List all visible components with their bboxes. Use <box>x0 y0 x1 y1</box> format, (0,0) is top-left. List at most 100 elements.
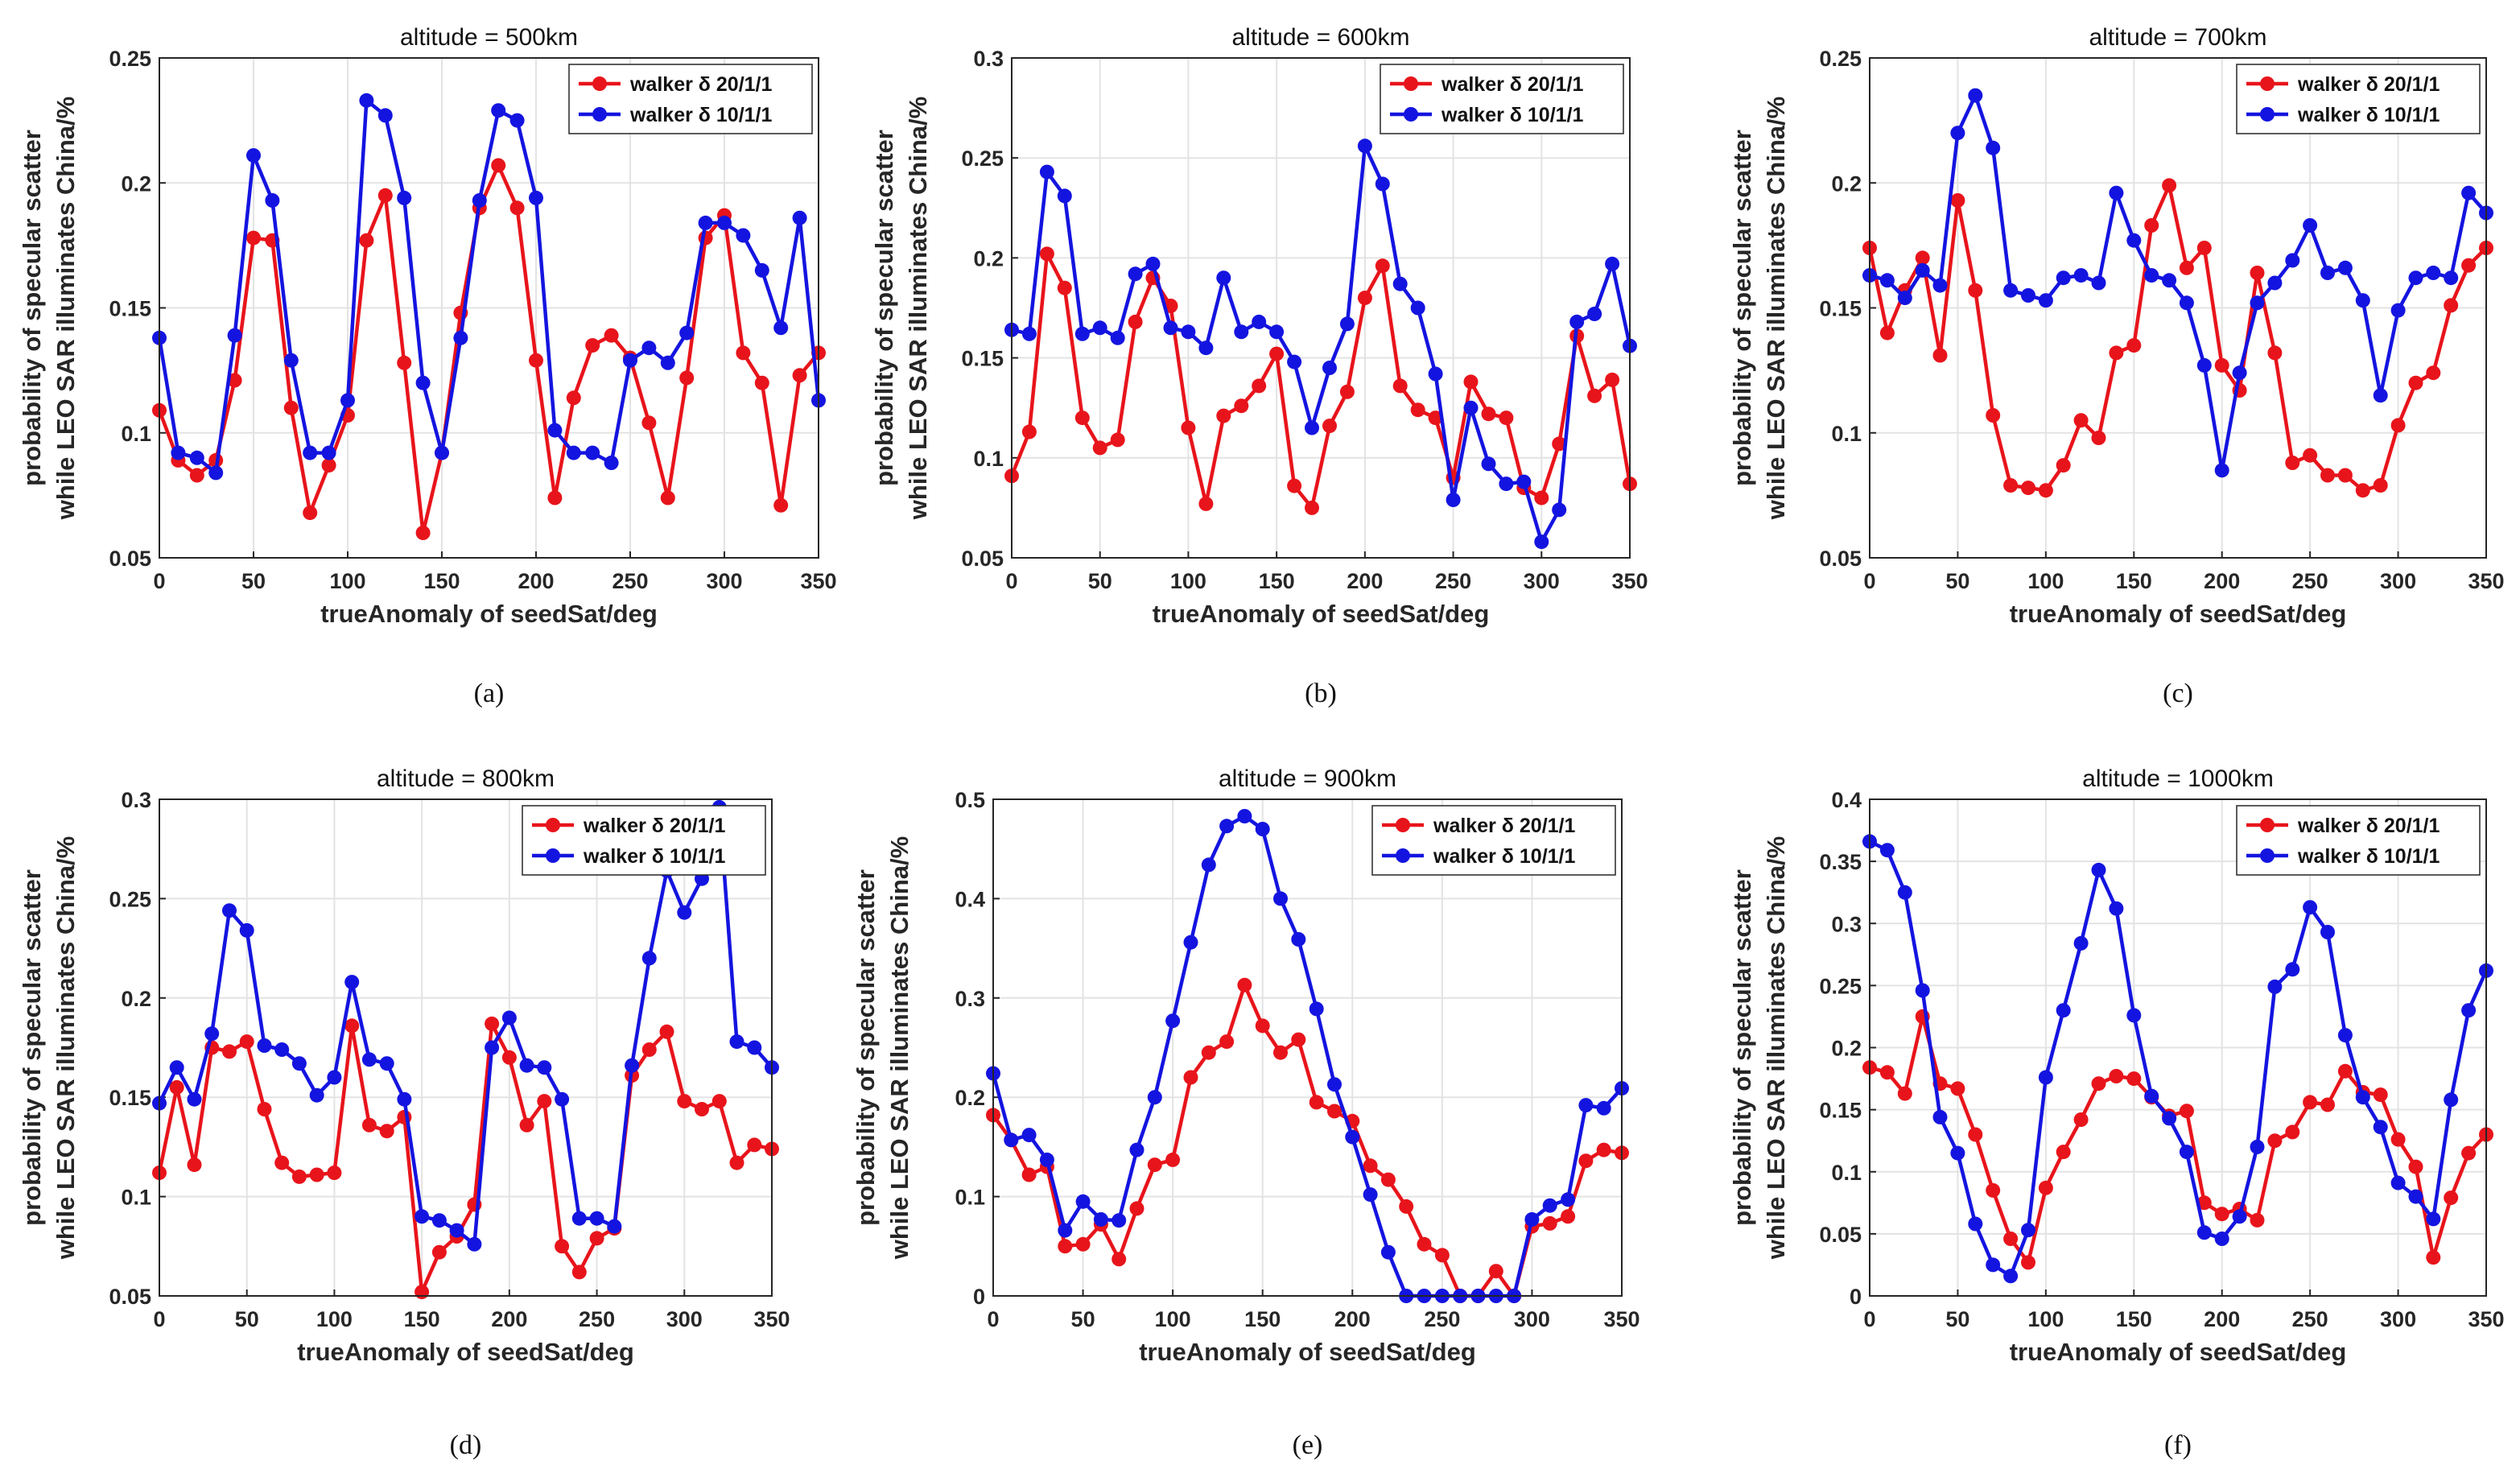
data-point-series-2 <box>2144 268 2159 283</box>
legend-label-1: walker δ 20/1/1 <box>2297 73 2440 96</box>
data-point-series-2 <box>1273 891 1288 906</box>
x-tick-label: 250 <box>2292 1307 2328 1331</box>
figure-caption: (a) <box>474 679 505 708</box>
axes-frame <box>992 798 1623 1297</box>
data-point-series-1 <box>1552 436 1567 452</box>
data-point-series-1 <box>1216 408 1231 423</box>
data-point-series-1 <box>1075 1236 1091 1252</box>
data-point-series-1 <box>1986 1182 2001 1198</box>
data-point-series-1 <box>2444 1190 2459 1206</box>
data-point-series-2 <box>2003 283 2019 298</box>
x-tick-label: 250 <box>2292 569 2328 593</box>
data-point-series-2 <box>1499 477 1514 492</box>
data-point-series-2 <box>792 210 807 225</box>
figure-caption: (b) <box>1305 679 1337 708</box>
data-point-series-1 <box>2285 1124 2300 1140</box>
data-point-series-1 <box>2337 468 2353 483</box>
data-point-series-2 <box>1561 1192 1576 1207</box>
data-point-series-1 <box>274 1155 290 1170</box>
data-point-series-1 <box>604 328 619 343</box>
data-point-series-1 <box>792 368 807 383</box>
x-tick-label: 250 <box>1435 569 1471 593</box>
data-point-series-2 <box>449 1223 464 1238</box>
data-point-series-2 <box>2056 270 2071 286</box>
data-point-series-2 <box>1879 843 1895 858</box>
data-point-series-1 <box>257 1102 272 1116</box>
x-tick-label: 0 <box>153 569 165 593</box>
legend-box <box>1380 64 1624 134</box>
series-line-1 <box>1869 1014 2488 1265</box>
data-point-series-1 <box>1488 1264 1503 1279</box>
y-tick-label: 0.2 <box>1831 171 1862 196</box>
data-point-series-2 <box>1345 1129 1360 1145</box>
data-point-series-2 <box>2109 901 2124 916</box>
data-point-series-2 <box>257 1038 272 1053</box>
data-point-series-1 <box>1392 378 1408 394</box>
data-point-series-2 <box>453 330 468 345</box>
data-point-series-2 <box>1237 809 1252 823</box>
data-point-series-1 <box>2073 1112 2089 1127</box>
data-point-series-1 <box>1165 1152 1181 1167</box>
data-point-series-2 <box>485 1040 500 1055</box>
data-point-series-2 <box>2021 1223 2035 1238</box>
y-tick-label: 0 <box>973 1285 985 1309</box>
data-point-series-1 <box>1410 402 1425 418</box>
data-point-series-2 <box>169 1060 184 1075</box>
x-tick-label: 300 <box>706 569 742 593</box>
data-point-series-2 <box>2232 1209 2247 1224</box>
axes-frame <box>159 57 819 559</box>
data-point-series-1 <box>1305 500 1319 515</box>
data-point-series-2 <box>641 951 657 966</box>
legend-marker-2 <box>2260 848 2275 863</box>
legend-marker-1 <box>1404 76 1418 91</box>
x-axis-label: trueAnomaly of seedSat/deg <box>2010 1338 2347 1366</box>
data-point-series-2 <box>1410 300 1425 316</box>
x-tick-label: 50 <box>1945 1307 1969 1331</box>
data-point-series-2 <box>227 328 242 343</box>
data-point-series-2 <box>491 103 506 118</box>
data-point-series-1 <box>547 490 563 505</box>
data-point-series-1 <box>309 1167 324 1182</box>
x-tick-label: 300 <box>1514 1307 1550 1331</box>
data-point-series-2 <box>1897 291 1912 306</box>
data-point-series-1 <box>2285 456 2300 470</box>
data-point-series-1 <box>1112 1252 1127 1267</box>
data-point-series-2 <box>547 423 563 438</box>
x-tick-label: 200 <box>2204 569 2240 593</box>
data-point-series-1 <box>2056 1145 2071 1160</box>
data-point-series-1 <box>1273 1045 1288 1060</box>
data-point-series-2 <box>1950 1145 1965 1161</box>
data-point-series-2 <box>2162 1111 2177 1126</box>
data-point-series-1 <box>2461 258 2477 273</box>
data-point-series-1 <box>2355 483 2370 498</box>
data-point-series-2 <box>729 1034 744 1050</box>
chart-title: altitude = 700km <box>2089 24 2267 51</box>
data-point-series-1 <box>1357 291 1372 306</box>
data-point-series-2 <box>2408 270 2423 286</box>
x-tick-label: 150 <box>2116 1307 2152 1331</box>
data-point-series-2 <box>2250 295 2265 311</box>
legend-label-2: walker δ 10/1/1 <box>2297 104 2440 126</box>
legend-marker-2 <box>546 848 560 863</box>
chart-title: altitude = 500km <box>400 24 578 51</box>
data-point-series-2 <box>2267 979 2283 994</box>
data-point-series-2 <box>2196 1225 2212 1240</box>
data-point-series-2 <box>189 450 204 465</box>
data-point-series-2 <box>467 1236 482 1252</box>
series-line-1 <box>157 1021 773 1294</box>
data-point-series-1 <box>2267 1133 2283 1149</box>
data-point-series-1 <box>1327 1104 1342 1119</box>
data-point-series-2 <box>2003 1269 2019 1284</box>
legend-label-1: walker δ 20/1/1 <box>583 815 725 837</box>
data-point-series-2 <box>1552 502 1567 518</box>
data-point-series-2 <box>187 1091 202 1107</box>
data-point-series-1 <box>2320 1097 2335 1112</box>
data-point-series-1 <box>571 1265 587 1280</box>
data-point-series-2 <box>1879 273 1895 288</box>
data-point-series-2 <box>677 905 692 920</box>
x-tick-label: 100 <box>1170 569 1206 593</box>
x-tick-label: 300 <box>2380 569 2416 593</box>
data-point-series-1 <box>1463 374 1479 390</box>
data-point-series-1 <box>1110 432 1125 448</box>
